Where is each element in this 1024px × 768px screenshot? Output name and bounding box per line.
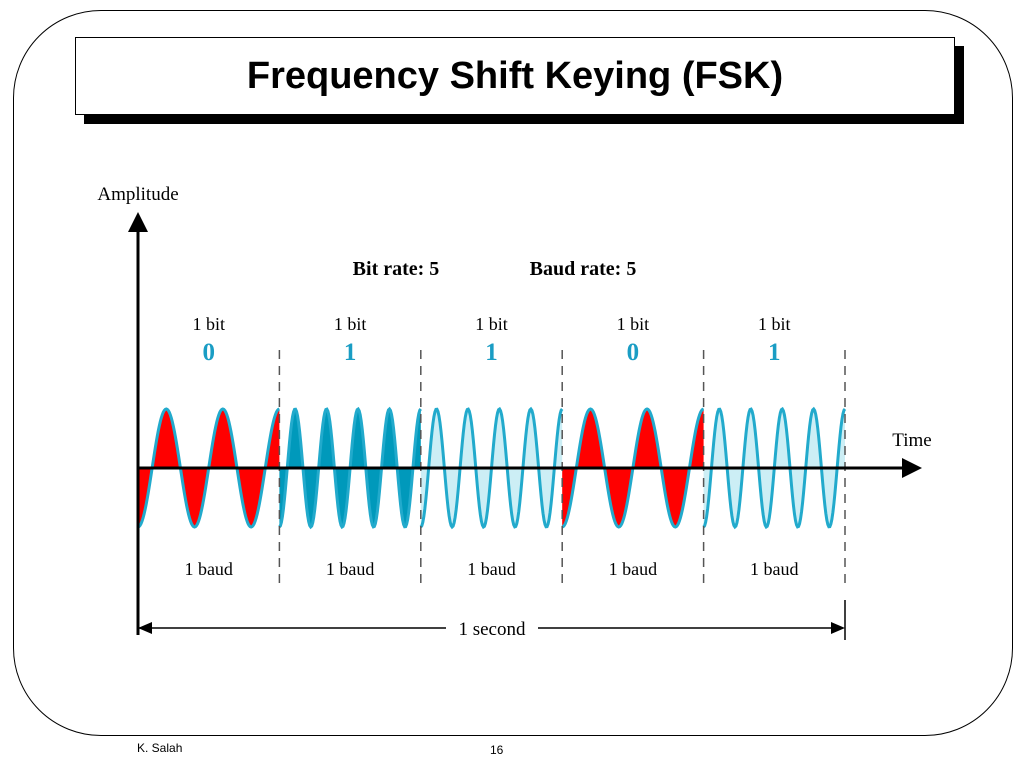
baud-label-2: 1 baud — [326, 559, 375, 579]
bit-label-4: 1 bit — [617, 314, 650, 334]
amplitude-axis-arrow — [128, 212, 148, 232]
slide-title: Frequency Shift Keying (FSK) — [246, 54, 784, 97]
bit-value-4: 0 — [627, 339, 640, 366]
baud-label-1: 1 baud — [184, 559, 233, 579]
baud-label-3: 1 baud — [467, 559, 516, 579]
bit-label-5: 1 bit — [758, 314, 791, 334]
footer-page-number: 16 — [490, 743, 504, 757]
segment-labels: 1 bit 0 1 baud 1 bit 1 1 baud 1 bit 1 1 baud 1 bi… — [184, 314, 798, 579]
title-box: Frequency Shift Keying (FSK) — [75, 37, 955, 115]
slide-frame — [13, 10, 1013, 736]
duration-arrow-right — [831, 622, 845, 634]
bit-value-3: 1 — [485, 339, 498, 366]
baud-label-5: 1 baud — [750, 559, 799, 579]
bit-value-5: 1 — [768, 339, 781, 366]
time-label: Time — [892, 430, 931, 451]
bit-value-1: 0 — [202, 339, 215, 366]
baud-rate-label: Baud rate: 5 — [530, 258, 637, 280]
bit-label-3: 1 bit — [475, 314, 508, 334]
duration-label: 1 second — [458, 619, 526, 640]
duration-arrow-left — [138, 622, 152, 634]
bit-label-1: 1 bit — [192, 314, 225, 334]
baud-label-4: 1 baud — [609, 559, 658, 579]
amplitude-label: Amplitude — [97, 184, 178, 205]
time-axis-arrow — [902, 458, 922, 478]
bit-value-2: 1 — [344, 339, 357, 366]
bit-label-2: 1 bit — [334, 314, 367, 334]
bit-rate-label: Bit rate: 5 — [353, 258, 440, 280]
footer-author: K. Salah — [137, 741, 183, 755]
